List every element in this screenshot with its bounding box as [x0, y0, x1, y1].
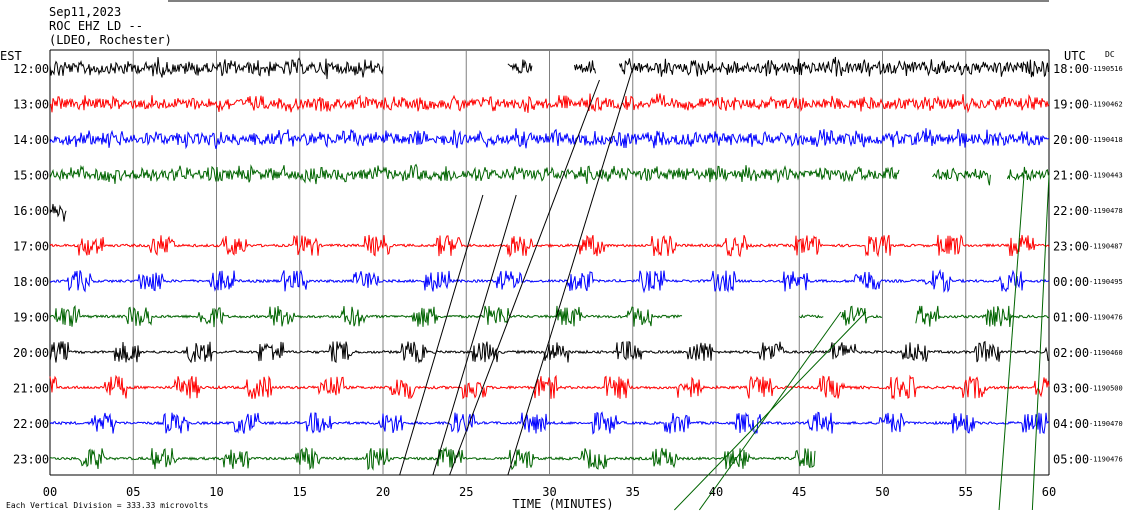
slant-line [507, 67, 634, 476]
dc-offset-label: -1190478 [1089, 207, 1123, 215]
x-tick-label: 40 [709, 485, 723, 499]
dc-offset-label: -1190495 [1089, 278, 1123, 286]
grid-layer [49, 0, 1050, 476]
slant-line [432, 194, 517, 476]
est-hour-label: 12:00 [13, 62, 49, 76]
station-code: ROC EHZ LD -- [49, 19, 143, 33]
dc-offset-label: -1190487 [1089, 243, 1123, 251]
est-hour-label: 15:00 [13, 169, 49, 183]
slant-line [449, 79, 600, 476]
dc-offset-label: -1190500 [1089, 385, 1123, 393]
trace-1600-segment [49, 203, 67, 222]
dc-offset-label: -1190462 [1089, 101, 1123, 109]
slant-line [998, 174, 1025, 511]
dc-offset-label: -1190443 [1089, 172, 1123, 180]
x-tick-label: 10 [209, 485, 223, 499]
dc-title: DC [1105, 50, 1115, 59]
slant-line [399, 194, 484, 476]
x-tick-label: 20 [376, 485, 390, 499]
x-tick-label: 00 [43, 485, 57, 499]
est-hour-label: 17:00 [13, 240, 49, 254]
trace-1900-segment [915, 305, 1049, 328]
est-hour-label: 13:00 [13, 98, 49, 112]
trace-2200-segment [49, 411, 1050, 435]
dc-offset-label: -1190418 [1089, 136, 1123, 144]
trace-1800-segment [49, 268, 1050, 294]
label-layer: 00 05 10 15 20 25 30 35 40 45 50 55 60 EST UTC DC TIME (… [0, 49, 1123, 511]
trace-1200-segment [574, 60, 596, 74]
utc-hour-label: 21:00 [1053, 169, 1089, 183]
trace-1500-segment [932, 167, 991, 186]
x-tick-label: 30 [542, 485, 556, 499]
dc-offset-label: -1190476 [1089, 456, 1123, 464]
dc-offset-label: -1190470 [1089, 420, 1123, 428]
utc-hour-label: 03:00 [1053, 382, 1089, 396]
x-tick-label: 45 [792, 485, 806, 499]
record-date: Sep11,2023 [49, 5, 122, 19]
trace-1900-segment [798, 314, 824, 319]
x-tick-label: 55 [959, 485, 973, 499]
trace-1700-segment [49, 234, 1050, 258]
est-hour-label: 22:00 [13, 417, 49, 431]
est-hour-label: 19:00 [13, 311, 49, 325]
dc-offset-label: -1190516 [1089, 65, 1123, 73]
trace-1200-segment [618, 56, 1049, 78]
est-hour-label: 23:00 [13, 453, 49, 467]
x-tick-label: 35 [626, 485, 640, 499]
est-axis-title: EST [0, 49, 22, 63]
utc-hour-label: 02:00 [1053, 346, 1089, 360]
x-tick-label: 25 [459, 485, 473, 499]
utc-hour-label: 01:00 [1053, 311, 1089, 325]
utc-hour-label: 22:00 [1053, 204, 1089, 218]
trace-1200-segment [49, 56, 384, 80]
utc-hour-label: 00:00 [1053, 275, 1089, 289]
trace-1900-segment [840, 305, 883, 326]
utc-axis-title: UTC [1064, 49, 1086, 63]
trace-2300-segment [49, 446, 816, 471]
x-tick-label: 05 [126, 485, 140, 499]
slant-line [698, 311, 842, 511]
est-hour-label: 20:00 [13, 346, 49, 360]
utc-hour-label: 04:00 [1053, 417, 1089, 431]
station-network: (LDEO, Rochester) [49, 33, 172, 47]
slant-line [1031, 174, 1050, 511]
trace-2000-segment [49, 340, 1050, 364]
dc-offset-label: -1190476 [1089, 314, 1123, 322]
x-tick-label: 15 [293, 485, 307, 499]
trace-1500-segment [49, 163, 900, 185]
trace-1500-segment [1006, 166, 1049, 182]
dc-offset-label: -1190460 [1089, 349, 1123, 357]
trace-1200-segment [507, 59, 533, 74]
vertical-division-note: Each Vertical Division = 333.33 microvol… [6, 501, 208, 510]
trace-1300-segment [49, 93, 1050, 114]
x-tick-label: 60 [1042, 485, 1056, 499]
trace-2100-segment [49, 374, 1050, 401]
trace-1900-segment [49, 305, 683, 328]
utc-hour-label: 05:00 [1053, 453, 1089, 467]
trace-layer [49, 56, 1050, 511]
utc-hour-label: 18:00 [1053, 62, 1089, 76]
trace-1400-segment [49, 128, 1050, 150]
x-tick-label: 50 [875, 485, 889, 499]
est-hour-label: 14:00 [13, 133, 49, 147]
utc-hour-label: 20:00 [1053, 133, 1089, 147]
est-hour-label: 21:00 [13, 382, 49, 396]
utc-hour-label: 19:00 [1053, 98, 1089, 112]
est-hour-label: 18:00 [13, 275, 49, 289]
est-hour-label: 16:00 [13, 204, 49, 218]
x-axis-title: TIME (MINUTES) [512, 497, 613, 511]
utc-hour-label: 23:00 [1053, 240, 1089, 254]
